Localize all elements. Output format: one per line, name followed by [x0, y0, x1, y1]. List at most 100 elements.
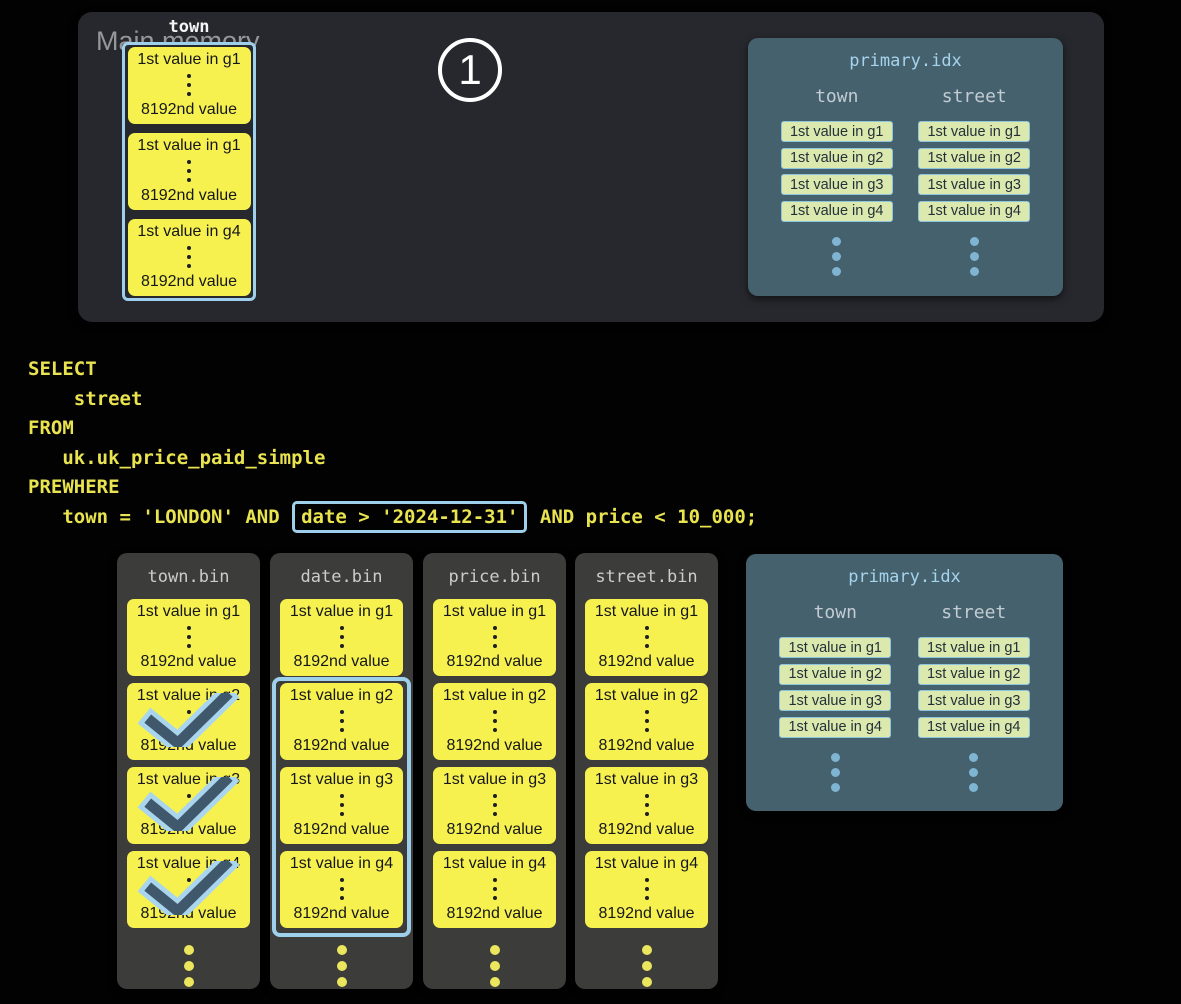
- ellipsis-dots: [183, 945, 194, 987]
- block-top-label: 1st value in g1: [136, 603, 241, 620]
- index-column-header: street: [941, 86, 1007, 107]
- bin-panel-street: street.bin 1st value in g1 8192nd value …: [575, 553, 718, 989]
- granule-block: 1st value in g4 8192nd value: [585, 851, 708, 928]
- granule-block: 1st value in g2 8192nd value: [433, 683, 556, 760]
- block-top-label: 1st value in g4: [289, 855, 394, 872]
- index-chip: 1st value in g2: [780, 147, 893, 169]
- block-top-label: 1st value in g3: [594, 771, 699, 788]
- step-1-badge: 1: [438, 38, 502, 102]
- block-bottom-label: 8192nd value: [293, 737, 390, 754]
- block-top-label: 1st value in g1: [137, 51, 241, 68]
- ellipsis-dots: [336, 945, 347, 987]
- date-highlight-box: [272, 677, 411, 937]
- index-chip: 1st value in g3: [918, 174, 1031, 195]
- index-chip: 1st value in g2: [917, 663, 1030, 685]
- granule-block: 1st value in g1 8192nd value: [280, 599, 403, 676]
- granule-block: 1st value in g1 8192nd value: [433, 599, 556, 676]
- block-bottom-label: 8192nd value: [598, 737, 695, 754]
- bin-panel-header: street.bin: [595, 567, 698, 587]
- ellipsis-dots: [492, 710, 497, 732]
- ellipsis-dots: [644, 710, 649, 732]
- granule-block: 1st value in g2 8192nd value: [585, 683, 708, 760]
- ellipsis-dots: [492, 794, 497, 816]
- granule-block: 1st value in g4 8192nd value: [433, 851, 556, 928]
- index-chip: 1st value in g1: [917, 637, 1030, 658]
- block-top-label: 1st value in g2: [442, 687, 547, 704]
- ellipsis-dots: [832, 237, 842, 276]
- index-chip: 1st value in g2: [779, 663, 892, 685]
- sql-query: SELECT street FROM uk.uk_price_paid_simp…: [28, 355, 758, 533]
- sql-text: town = 'LONDON' AND: [28, 505, 292, 528]
- index-chip: 1st value in g3: [917, 690, 1030, 711]
- index-chip: 1st value in g4: [918, 200, 1031, 222]
- block-bottom-label: 8192nd value: [293, 821, 390, 838]
- sql-line: street: [28, 387, 143, 410]
- bin-panel-price: price.bin 1st value in g1 8192nd value 1…: [423, 553, 566, 989]
- block-top-label: 1st value in g2: [289, 687, 394, 704]
- primary-index-title: primary.idx: [848, 567, 961, 587]
- block-top-label: 1st value in g1: [137, 137, 241, 154]
- index-chip: 1st value in g3: [780, 174, 893, 195]
- block-top-label: 1st value in g3: [442, 771, 547, 788]
- checkmark-icon: [137, 777, 239, 831]
- index-column-street: street 1st value in g1 1st value in g2 1…: [906, 86, 1044, 276]
- ellipsis-dots: [339, 710, 344, 732]
- index-chip: 1st value in g1: [780, 121, 893, 142]
- ellipsis-dots: [644, 794, 649, 816]
- granule-block-selected: 1st value in g3 8192nd value: [127, 767, 250, 844]
- index-chip: 1st value in g4: [779, 716, 892, 738]
- granule-block-selected: 1st value in g2 8192nd value: [127, 683, 250, 760]
- sql-line: PREWHERE: [28, 476, 120, 498]
- index-column-town: town 1st value in g1 1st value in g2 1st…: [766, 602, 905, 792]
- granule-block: 1st value in g1 8192nd value: [585, 599, 708, 676]
- granule-block: 1st value in g3 8192nd value: [433, 767, 556, 844]
- ellipsis-dots: [187, 74, 191, 96]
- ellipsis-dots: [969, 237, 979, 276]
- block-bottom-label: 8192nd value: [140, 187, 238, 204]
- block-bottom-label: 8192nd value: [598, 821, 695, 838]
- block-bottom-label: 8192nd value: [140, 653, 237, 670]
- granule-block-highlighted: 1st value in g2 8192nd value: [280, 683, 403, 760]
- sql-text: AND price < 10_000;: [528, 505, 758, 528]
- block-bottom-label: 8192nd value: [446, 821, 543, 838]
- granule-block-selected: 1st value in g4 8192nd value: [127, 851, 250, 928]
- ellipsis-dots: [969, 753, 979, 792]
- block-top-label: 1st value in g3: [289, 771, 394, 788]
- bin-panel-header: town.bin: [147, 567, 230, 587]
- ellipsis-dots: [187, 160, 191, 182]
- block-top-label: 1st value in g2: [594, 687, 699, 704]
- ellipsis-dots: [830, 753, 840, 792]
- ellipsis-dots: [492, 878, 497, 900]
- block-top-label: 1st value in g1: [594, 603, 699, 620]
- ellipsis-dots: [644, 626, 649, 648]
- block-bottom-label: 8192nd value: [446, 905, 543, 922]
- block-bottom-label: 8192nd value: [140, 101, 238, 118]
- granule-block: 1st value in g1 8192nd value: [127, 133, 251, 210]
- index-column-header: town: [815, 86, 859, 107]
- ellipsis-dots: [339, 794, 344, 816]
- checkmark-icon: [137, 861, 239, 915]
- bin-panel-header: date.bin: [300, 567, 383, 587]
- block-bottom-label: 8192nd value: [293, 653, 390, 670]
- ellipsis-dots: [489, 945, 500, 987]
- index-chip: 1st value in g3: [779, 690, 892, 711]
- block-bottom-label: 8192nd value: [140, 273, 238, 290]
- index-chip: 1st value in g2: [918, 147, 1031, 169]
- ellipsis-dots: [641, 945, 652, 987]
- index-chip: 1st value in g1: [918, 121, 1031, 142]
- primary-index-title: primary.idx: [849, 51, 962, 71]
- granule-block-highlighted: 1st value in g3 8192nd value: [280, 767, 403, 844]
- granule-block: 1st value in g1 8192nd value: [127, 599, 250, 676]
- block-bottom-label: 8192nd value: [598, 653, 695, 670]
- ellipsis-dots: [339, 626, 344, 648]
- index-chip: 1st value in g1: [779, 637, 892, 658]
- memory-column-label: town: [168, 17, 210, 37]
- sql-line: FROM: [28, 417, 74, 439]
- sql-highlight-box: date > '2024-12-31': [292, 500, 528, 533]
- granule-block: 1st value in g3 8192nd value: [585, 767, 708, 844]
- block-top-label: 1st value in g4: [137, 223, 241, 240]
- index-column-street: street 1st value in g1 1st value in g2 1…: [905, 602, 1044, 792]
- primary-index-panel: primary.idx town 1st value in g1 1st val…: [746, 554, 1063, 811]
- primary-index-panel: primary.idx town 1st value in g1 1st val…: [748, 38, 1063, 296]
- sql-line: uk.uk_price_paid_simple: [28, 446, 326, 469]
